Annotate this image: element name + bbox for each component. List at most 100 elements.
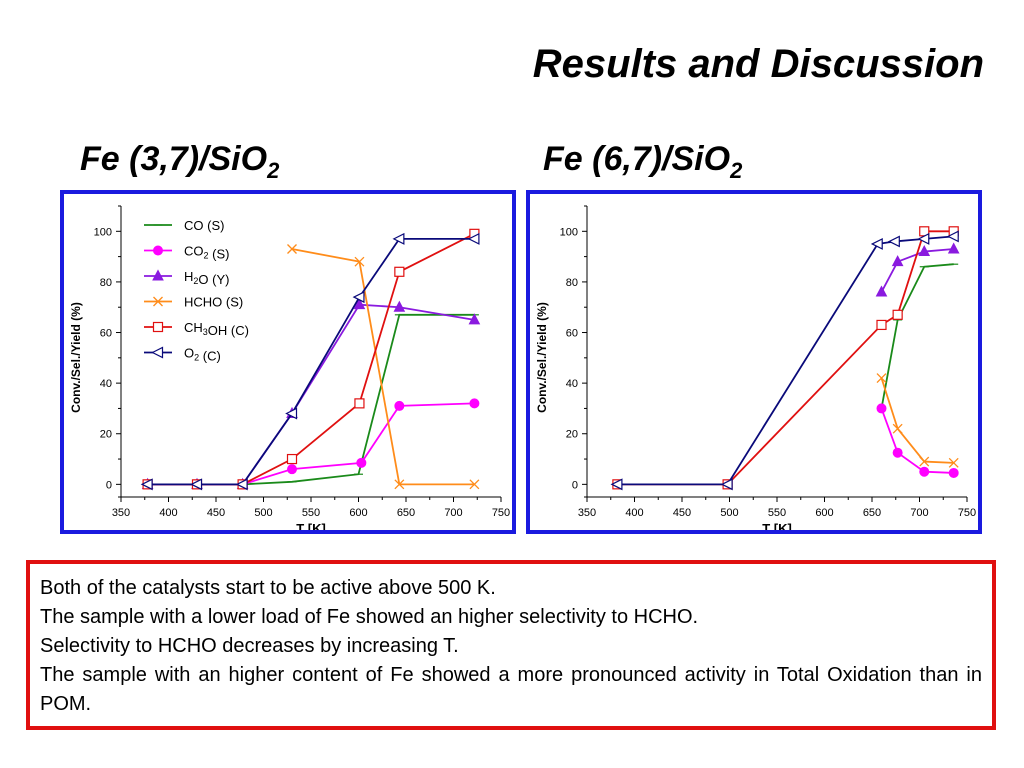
point-marker xyxy=(610,478,623,491)
right-chart: 350 400 450 500 550 600 650 700 750 0 20 40 60 80 100 T… xyxy=(535,205,976,530)
point-marker xyxy=(394,479,405,490)
point-marker xyxy=(947,242,960,254)
legend: CO (S) CO2 (S) H2O (Y) HCHO (S) CH3OH (C) O2 … xyxy=(144,218,249,364)
x-tick-label: 450 xyxy=(673,507,691,519)
marker-stroke xyxy=(354,256,365,267)
marker-stroke xyxy=(153,296,163,307)
x-tick-label: 650 xyxy=(863,507,881,519)
series-hcho-s xyxy=(876,373,959,468)
point-marker xyxy=(393,300,406,312)
series-hcho-s xyxy=(287,244,480,490)
y-axis-label: Conv./Sel./Yield (%) xyxy=(69,302,83,413)
series-line xyxy=(617,230,954,486)
marker-stroke xyxy=(948,457,959,468)
series-o2-c xyxy=(610,230,959,491)
point-marker xyxy=(876,403,887,414)
point-marker xyxy=(918,244,931,257)
series-co2-s xyxy=(876,403,959,478)
y-tick-label: 100 xyxy=(94,226,112,238)
marker-stroke xyxy=(919,456,930,467)
point-marker xyxy=(286,453,298,465)
x-tick-label: 650 xyxy=(397,507,415,519)
x-tick-label: 350 xyxy=(112,507,130,519)
page-title: Results and Discussion xyxy=(532,42,984,86)
x-tick-label: 750 xyxy=(958,507,976,519)
y-tick-label: 60 xyxy=(100,328,112,340)
y-tick-label: 0 xyxy=(572,479,578,491)
x-tick-label: 750 xyxy=(492,507,510,519)
note-line: Selectivity to HCHO decreases by increas… xyxy=(40,635,459,657)
point-marker xyxy=(892,447,903,458)
x-axis-label: T [K] xyxy=(762,521,792,530)
point-marker xyxy=(287,244,297,254)
point-marker xyxy=(892,423,903,434)
point-marker xyxy=(153,245,163,256)
point-marker xyxy=(876,319,887,331)
x-tick-label: 550 xyxy=(768,507,786,519)
marker-stroke xyxy=(469,479,480,490)
series-co-s xyxy=(877,263,959,410)
point-marker xyxy=(235,478,248,491)
y-tick-label: 40 xyxy=(566,378,578,390)
point-marker xyxy=(887,235,900,248)
right-chart-heading: Fe (6,7)/SiO2 xyxy=(543,140,743,183)
y-tick-label: 100 xyxy=(560,226,578,238)
legend-label: HCHO (S) xyxy=(184,295,243,310)
point-marker xyxy=(917,232,930,245)
series-co-s xyxy=(143,313,479,486)
x-tick-label: 400 xyxy=(625,507,643,519)
series-line xyxy=(880,408,954,474)
y-tick-label: 60 xyxy=(566,328,578,340)
marker-stroke xyxy=(287,244,297,254)
x-tick-label: 350 xyxy=(578,507,596,519)
point-marker xyxy=(870,237,883,250)
point-marker xyxy=(356,457,367,468)
point-marker xyxy=(152,269,164,281)
y-tick-label: 20 xyxy=(100,429,112,441)
point-marker xyxy=(919,456,930,467)
point-marker xyxy=(353,298,366,310)
left-chart: 350 400 450 500 550 600 650 700 750 0 20 40 60 80 100 T… xyxy=(69,205,510,530)
note-line: The sample with an higher content of Fe … xyxy=(40,664,982,715)
right-chart-panel: 350 400 450 500 550 600 650 700 750 0 20 40 60 80 100 T… xyxy=(526,190,982,534)
legend-label: H2O (Y) xyxy=(184,269,229,287)
point-marker xyxy=(354,398,365,409)
marker-stroke xyxy=(394,479,405,490)
point-marker xyxy=(876,373,887,384)
y-tick-label: 40 xyxy=(100,378,112,390)
y-tick-label: 80 xyxy=(100,277,112,289)
point-marker xyxy=(285,407,298,420)
y-axis-label: Conv./Sel./Yield (%) xyxy=(535,302,549,413)
y-tick-label: 20 xyxy=(566,429,578,441)
point-marker xyxy=(140,478,153,491)
marker-stroke xyxy=(876,373,887,384)
point-marker xyxy=(919,466,930,477)
point-marker xyxy=(153,296,163,307)
x-tick-label: 600 xyxy=(349,507,367,519)
left-chart-panel: 350 400 450 500 550 600 650 700 750 0 20 40 60 80 100 T… xyxy=(60,190,516,534)
legend-label: CO2 (S) xyxy=(184,244,229,262)
series-o2-c xyxy=(140,232,480,491)
x-tick-label: 700 xyxy=(444,507,462,519)
conclusions-box: Both of the catalysts start to be active… xyxy=(26,560,996,730)
point-marker xyxy=(151,346,164,359)
point-marker xyxy=(352,291,365,304)
point-marker xyxy=(152,321,164,333)
series-line xyxy=(880,377,954,464)
x-tick-label: 550 xyxy=(302,507,320,519)
legend-label: CO (S) xyxy=(184,218,224,233)
marker-stroke xyxy=(892,423,903,434)
x-tick-label: 500 xyxy=(720,507,738,519)
note-line: The sample with a lower load of Fe showe… xyxy=(40,606,699,628)
point-marker xyxy=(354,256,365,267)
point-marker xyxy=(469,398,480,409)
point-marker xyxy=(720,478,733,491)
x-tick-label: 600 xyxy=(815,507,833,519)
point-marker xyxy=(948,457,959,468)
point-marker xyxy=(468,313,481,325)
point-marker xyxy=(892,309,903,320)
legend-label: O2 (C) xyxy=(184,346,221,364)
point-marker xyxy=(287,464,297,475)
x-tick-label: 400 xyxy=(159,507,177,519)
point-marker xyxy=(948,467,959,478)
